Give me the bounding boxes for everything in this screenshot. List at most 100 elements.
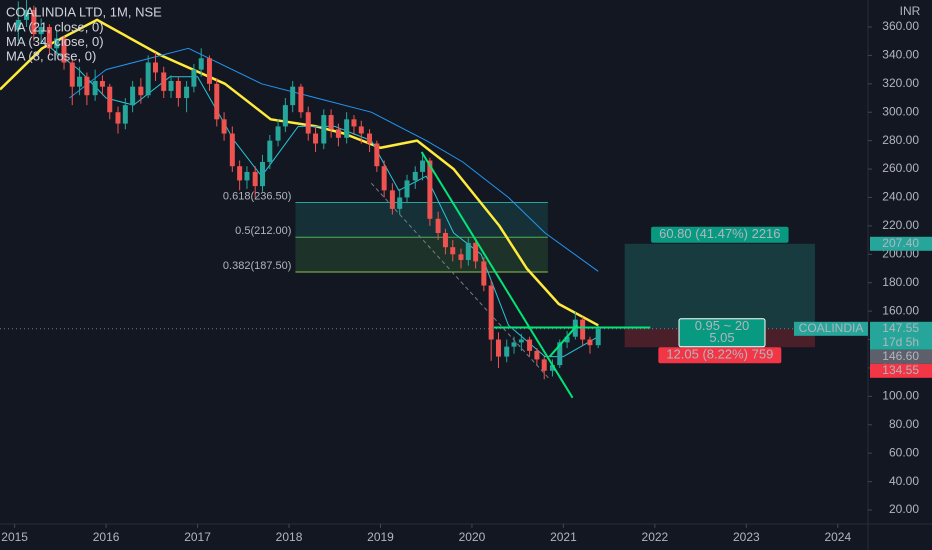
candle-body	[427, 160, 433, 219]
candle-body	[511, 342, 517, 347]
candle-body	[206, 58, 212, 84]
candle-body	[214, 83, 220, 120]
candle-body	[244, 171, 250, 181]
candle-body	[328, 115, 334, 130]
y-tick-label: 100.00	[882, 389, 919, 403]
candle-body	[221, 119, 227, 134]
candle-body	[587, 339, 593, 346]
candle-body	[290, 86, 296, 106]
candle-body	[504, 346, 510, 357]
price-tag-bg	[870, 321, 932, 350]
candle-body	[175, 80, 181, 99]
y-tick-label: 220.00	[882, 218, 919, 232]
fib-label: 0.618(236.50)	[223, 190, 292, 202]
legend-title: COALINDIA LTD, 1M, NSE	[6, 4, 162, 19]
x-tick-label: 2016	[93, 530, 120, 544]
candle-body	[138, 86, 144, 96]
candle-body	[99, 80, 105, 87]
price-tag-bg	[870, 363, 932, 378]
candle-body	[161, 72, 167, 91]
candle-body	[488, 285, 494, 340]
plot: 0.618(236.50) 0.5(212.00) 0.382(187.50)	[0, 0, 868, 399]
candle-body	[549, 365, 555, 371]
candle-body	[237, 166, 243, 181]
fib-label: 0.5(212.00)	[235, 225, 291, 237]
candle-body	[358, 126, 364, 134]
candle-body	[404, 180, 410, 198]
y-tick-label: 20.00	[889, 502, 919, 516]
candle-body	[15, 19, 21, 30]
candle-body	[374, 143, 380, 167]
trendline	[548, 324, 578, 358]
center-label: 5.05	[709, 330, 734, 345]
y-tick-label: 160.00	[882, 303, 919, 317]
candle-body	[442, 232, 448, 248]
candle-body	[367, 133, 373, 144]
y-tick-label: 320.00	[882, 76, 919, 90]
candle-body	[412, 171, 418, 181]
price-tag-note: 17d 5h	[882, 335, 919, 349]
candle-body	[191, 69, 197, 87]
candle-body	[473, 242, 479, 262]
profit-zone	[624, 243, 815, 329]
candle-body	[580, 319, 586, 340]
candle-body	[298, 86, 304, 113]
candle-body	[335, 129, 341, 138]
price-tag-bg	[870, 236, 932, 251]
candle-body	[541, 359, 547, 371]
ma-line	[69, 47, 599, 272]
candle-body	[252, 171, 258, 187]
x-tick-label: 2019	[367, 530, 394, 544]
legend-entry: MA (34, close, 0)	[6, 34, 104, 49]
fib-label: 0.382(187.50)	[223, 260, 292, 272]
candle-body	[31, 9, 37, 35]
stop-label: 12.05 (8.22%) 759	[666, 347, 773, 362]
candle-body	[115, 112, 121, 124]
y-tick-label: 80.00	[889, 417, 919, 431]
y-tick-label: 360.00	[882, 19, 919, 33]
ma-line	[0, 18, 599, 327]
candle-body	[305, 112, 311, 134]
candle-body	[344, 119, 350, 138]
candle-body	[564, 336, 570, 343]
candle-body	[54, 38, 60, 49]
center-label: 0.95 ~ 20	[695, 318, 750, 333]
candle-body	[420, 160, 426, 172]
x-tick-label: 2023	[733, 530, 760, 544]
candle-body	[61, 38, 67, 63]
candle-body	[84, 76, 90, 96]
candle-body	[184, 86, 190, 99]
candle-body	[495, 339, 501, 357]
stop-label-bg	[658, 347, 782, 364]
candle-body	[465, 242, 471, 260]
candle-body	[534, 350, 540, 360]
candle-body	[107, 86, 113, 113]
candle-body	[92, 80, 98, 96]
price-tag: 134.55	[882, 363, 919, 377]
candle-body	[168, 80, 174, 91]
candle-body	[313, 133, 319, 144]
y-tick-label: 40.00	[889, 474, 919, 488]
y-tick-label: 340.00	[882, 48, 919, 62]
candle-body	[435, 218, 441, 233]
legend-entry: MA (8, close, 0)	[6, 48, 96, 63]
candle-body	[130, 86, 136, 106]
candle-body	[481, 261, 487, 286]
y-tick-label: 260.00	[882, 161, 919, 175]
candle-body	[450, 247, 456, 255]
candle-body	[198, 58, 204, 70]
target-label: 60.80 (41.47%) 2216	[659, 226, 780, 241]
center-label-bg	[678, 318, 766, 348]
candle-body	[267, 140, 273, 162]
candle-body	[282, 105, 288, 127]
trendline	[420, 151, 574, 399]
candle-body	[122, 105, 128, 124]
x-tick-label: 2020	[459, 530, 486, 544]
y-tick-label: 280.00	[882, 133, 919, 147]
candle-body	[389, 190, 395, 209]
candle-body	[46, 27, 52, 49]
symbol-tag-bg	[794, 321, 868, 336]
price-tag: 147.55	[882, 321, 919, 335]
